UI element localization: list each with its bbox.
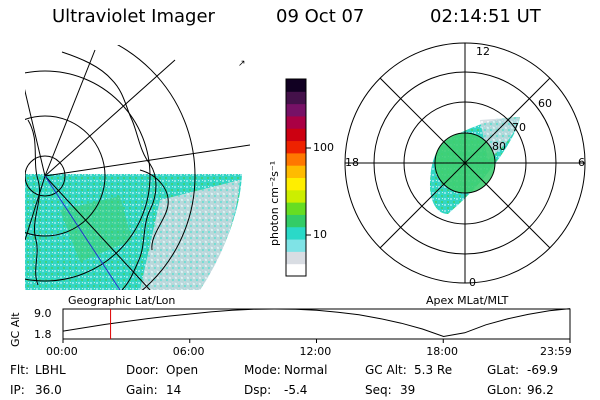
seq-value: 39 — [400, 383, 416, 397]
geographic-map: ↗ — [25, 45, 250, 290]
polar-plot — [344, 42, 586, 284]
mlt-label-12: 12 — [476, 45, 490, 58]
colorbar-tick-100: 100 — [313, 141, 334, 154]
colorbar-unit-label: photon cm⁻²s⁻¹ — [268, 160, 281, 246]
glon-label: GLon: — [487, 383, 522, 397]
colorbar-stripe — [286, 251, 306, 265]
colorbar-stripe — [286, 103, 306, 117]
geo-panel-label: Geographic Lat/Lon — [68, 294, 176, 307]
glat-label: GLat: — [487, 363, 520, 377]
colorbar-stripe — [286, 79, 306, 92]
colorbar-stripe — [286, 128, 306, 142]
altitude-axis-label: GC Alt — [9, 312, 22, 347]
x-tick-label: 06:00 — [172, 345, 205, 358]
gcalt-label: GC Alt: — [365, 363, 407, 377]
door-value: Open — [166, 363, 199, 377]
altitude-series — [62, 308, 571, 338]
aurora-swath-faint — [140, 180, 240, 290]
gain-label: Gain: — [126, 383, 158, 397]
mlt-label-0: 0 — [469, 276, 476, 289]
colorbar-stripe — [286, 263, 306, 277]
colorbar — [285, 78, 311, 277]
colorbar-stripe — [286, 226, 306, 240]
filter-value: LBHL — [35, 363, 66, 377]
glat-value: -69.9 — [527, 363, 559, 377]
altitude-plot — [62, 308, 571, 343]
x-tick-label: 00:00 — [46, 345, 78, 358]
x-tick-label: 18:00 — [426, 345, 458, 358]
colorbar-stripe — [286, 115, 306, 129]
ip-label: IP: — [10, 383, 25, 397]
x-tick-label: 12:00 — [299, 345, 332, 358]
map-glyph: ↗ — [238, 59, 246, 69]
mode-value: Normal — [284, 363, 328, 377]
altitude-ytick-max: 9.0 — [34, 307, 52, 320]
colorbar-stripe — [286, 91, 306, 105]
colorbar-tick-10: 10 — [313, 228, 327, 241]
ip-value: 36.0 — [35, 383, 62, 397]
seq-label: Seq: — [365, 383, 392, 397]
lat-label-80: 80 — [492, 140, 506, 153]
colorbar-stripe — [286, 239, 306, 252]
polar-panel-label: Apex MLat/MLT — [426, 294, 509, 307]
colorbar-stripe — [286, 189, 306, 203]
glon-value: 96.2 — [527, 383, 554, 397]
mlt-label-18: 18 — [345, 156, 359, 169]
dsp-label: Dsp: — [244, 383, 272, 397]
gcalt-value: 5.3 Re — [414, 363, 453, 377]
coastline — [61, 51, 157, 290]
door-label: Door: — [126, 363, 159, 377]
colorbar-stripe — [286, 177, 306, 191]
lat-label-60: 60 — [538, 97, 552, 110]
mlt-label-6: 6 — [578, 156, 585, 169]
date-label: 09 Oct 07 — [276, 6, 365, 27]
altitude-ytick-min: 1.8 — [34, 328, 52, 341]
colorbar-stripe — [286, 140, 306, 154]
filter-label: Flt: — [10, 363, 29, 377]
colorbar-stripe — [286, 165, 306, 178]
instrument-title: Ultraviolet Imager — [52, 6, 215, 27]
x-tick-label: 23:59 — [540, 345, 572, 358]
colorbar-stripe — [286, 214, 306, 228]
colorbar-stripe — [286, 202, 306, 215]
gain-value: 14 — [166, 383, 182, 397]
time-label: 02:14:51 UT — [430, 6, 541, 27]
mode-label: Mode: — [244, 363, 281, 377]
coastline-south — [139, 169, 169, 251]
colorbar-stripe — [286, 152, 306, 166]
lat-label-70: 70 — [512, 121, 526, 134]
coastline-west — [27, 119, 40, 286]
dsp-value: -5.4 — [284, 383, 308, 397]
